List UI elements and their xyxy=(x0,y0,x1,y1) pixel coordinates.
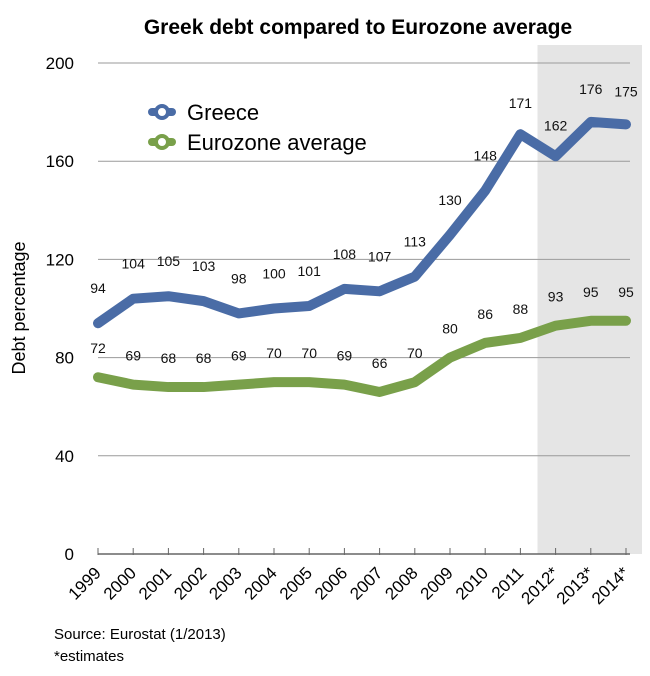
series-line-eurozone xyxy=(93,315,631,397)
x-tick-label: 2009 xyxy=(417,563,457,603)
legend: Greece Eurozone average xyxy=(148,100,367,155)
estimates-note: *estimates xyxy=(54,648,125,665)
y-tick-label: 40 xyxy=(55,447,74,466)
y-tick-label: 120 xyxy=(46,250,74,269)
data-label: 105 xyxy=(157,253,181,269)
x-tick-label: 2005 xyxy=(276,563,316,603)
y-tick-label: 200 xyxy=(46,54,74,73)
data-label: 113 xyxy=(404,234,427,250)
data-label: 93 xyxy=(548,289,564,305)
x-tick-label: 2003 xyxy=(205,563,245,603)
x-tick-label: 2008 xyxy=(381,563,421,603)
data-label: 94 xyxy=(90,280,106,296)
data-label: 70 xyxy=(407,345,423,361)
x-tick-label: 2013* xyxy=(553,563,598,608)
y-axis-ticks: 0 40 80 120 160 200 xyxy=(46,54,74,564)
data-label: 80 xyxy=(442,321,458,337)
data-label: 104 xyxy=(122,256,146,272)
data-label: 88 xyxy=(513,301,529,317)
data-label: 72 xyxy=(90,340,106,356)
series-lines xyxy=(93,116,631,397)
x-tick-label: 2014* xyxy=(588,563,633,608)
legend-entry: Greece xyxy=(187,100,259,125)
x-tick-label: 2001 xyxy=(135,563,175,603)
data-label: 95 xyxy=(618,284,634,300)
y-tick-label: 160 xyxy=(46,152,74,171)
data-label: 148 xyxy=(474,148,498,164)
y-axis-label: Debt percentage xyxy=(9,241,29,374)
series-line-greece xyxy=(93,116,631,329)
data-label: 69 xyxy=(125,348,141,364)
x-tick-label: 2010 xyxy=(452,563,492,603)
data-label: 68 xyxy=(161,350,177,366)
legend-entry: Eurozone average xyxy=(187,130,367,155)
gridlines xyxy=(97,62,630,555)
data-label: 103 xyxy=(192,258,216,274)
data-label: 69 xyxy=(337,348,353,364)
data-label: 86 xyxy=(477,306,493,322)
data-label: 100 xyxy=(262,266,286,282)
y-tick-label: 0 xyxy=(65,545,74,564)
y-tick-label: 80 xyxy=(55,349,74,368)
data-label: 70 xyxy=(266,345,282,361)
data-label: 130 xyxy=(438,192,462,208)
x-tick-label: 2012* xyxy=(518,563,563,608)
data-label: 66 xyxy=(372,355,388,371)
x-tick-label: 2007 xyxy=(346,563,386,603)
x-axis-ticks: 1999200020012002200320042005200620072008… xyxy=(65,563,633,608)
data-label: 107 xyxy=(368,248,392,264)
x-tick-label: 2002 xyxy=(170,563,210,603)
data-label: 70 xyxy=(301,345,317,361)
x-tick-label: 2000 xyxy=(100,563,140,603)
x-tick-label: 2006 xyxy=(311,563,351,603)
data-label: 175 xyxy=(614,83,638,99)
data-label: 98 xyxy=(231,270,247,286)
data-label: 171 xyxy=(509,95,533,111)
data-label: 68 xyxy=(196,350,212,366)
data-label: 101 xyxy=(298,263,322,279)
data-label: 162 xyxy=(544,117,568,133)
chart-title: Greek debt compared to Eurozone average xyxy=(144,16,572,39)
x-tick-label: 1999 xyxy=(65,563,105,603)
x-tick-label: 2004 xyxy=(241,563,281,603)
data-label: 95 xyxy=(583,284,599,300)
legend-marker-icon xyxy=(154,134,170,150)
data-label: 108 xyxy=(333,246,357,262)
source-note: Source: Eurostat (1/2013) xyxy=(54,626,226,643)
data-label: 176 xyxy=(579,81,603,97)
data-label: 69 xyxy=(231,348,247,364)
data-labels: 94 104 105 103 98 100 101 108 107 113 130 148 171 162… xyxy=(90,81,638,371)
legend-marker-icon xyxy=(154,104,170,120)
